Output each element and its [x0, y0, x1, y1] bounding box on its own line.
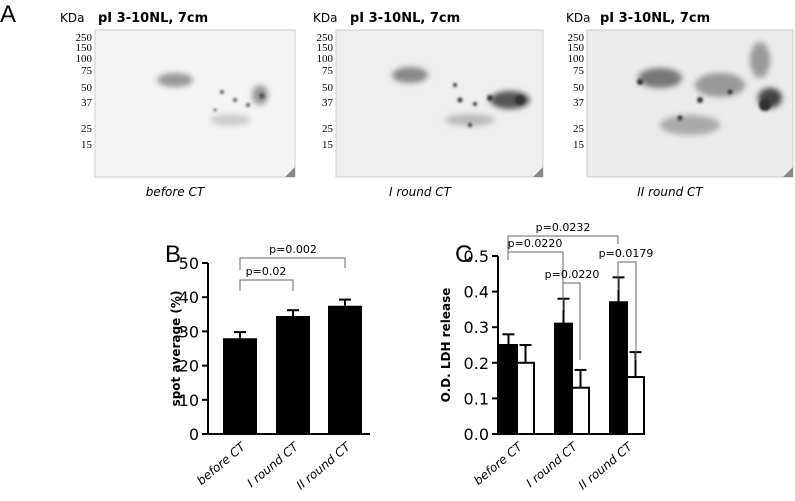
y-tick-label: 0.0	[464, 425, 489, 444]
significance-bracket	[507, 251, 564, 300]
y-axis-label: O.D. LDH release	[439, 288, 453, 403]
gel-unit: KDa	[60, 11, 84, 25]
marker-label: 250	[76, 32, 93, 44]
gel-caption: I round CT	[389, 185, 453, 199]
marker-label: 50	[573, 82, 585, 94]
gel-title: pI 3-10NL, 7cm	[600, 11, 710, 26]
x-tick-label: II round CT	[576, 439, 636, 493]
gel-corner	[533, 167, 543, 177]
gel-title: pI 3-10NL, 7cm	[350, 11, 460, 26]
marker-label: 100	[317, 53, 334, 65]
y-axis-label: spot average (%)	[169, 291, 183, 407]
marker-label: 250	[317, 32, 334, 44]
y-tick-label: 0	[189, 425, 199, 444]
panel-label: A	[0, 1, 16, 28]
significance-bracket	[239, 279, 294, 291]
y-tick-label: 0.1	[464, 389, 489, 408]
y-tick-label: 0.5	[464, 247, 489, 266]
marker-label: 75	[322, 65, 334, 77]
gel-corner	[783, 167, 793, 177]
y-tick-label: 30	[179, 322, 199, 341]
marker-label: 15	[573, 139, 585, 151]
marker-label: 25	[81, 123, 93, 135]
y-tick-label: 50	[179, 254, 199, 273]
bar	[499, 344, 518, 435]
marker-label: 150	[568, 42, 585, 54]
marker-label: 15	[81, 139, 93, 151]
gel-spots	[637, 79, 771, 121]
marker-label: 75	[573, 65, 585, 77]
y-tick-label: 0.3	[464, 318, 489, 337]
gel-images	[94, 29, 794, 178]
gel-spots	[453, 83, 525, 127]
p-value: p=0.0220	[508, 237, 563, 250]
y-tick-label: 0.2	[464, 354, 489, 373]
marker-label: 50	[322, 82, 334, 94]
gel-unit: KDa	[566, 11, 590, 25]
bar	[223, 338, 257, 434]
marker-label: 250	[568, 32, 585, 44]
error-bar	[502, 333, 515, 345]
significance-bracket	[617, 261, 637, 360]
significance-bracket	[239, 257, 346, 270]
y-tick-label: 20	[179, 357, 199, 376]
marker-label: 75	[81, 65, 93, 77]
marker-label: 150	[317, 42, 334, 54]
gel	[94, 29, 296, 178]
x-tick-label: before CT	[471, 439, 526, 488]
p-value: p=0.0179	[599, 247, 654, 260]
marker-label: 37	[81, 97, 93, 109]
marker-label: 15	[322, 139, 334, 151]
y-tick-label: 0.4	[464, 283, 489, 302]
x-tick-label: I round CT	[523, 439, 581, 491]
panel-label: B	[165, 241, 181, 268]
significance-bracket	[507, 235, 619, 252]
gel-title: pI 3-10NL, 7cm	[98, 11, 208, 26]
marker-label: 37	[573, 97, 585, 109]
marker-label: 50	[81, 82, 93, 94]
error-bar	[287, 309, 299, 317]
marker-label: 37	[322, 97, 334, 109]
marker-label: 150	[76, 42, 93, 54]
gel-smear	[638, 42, 782, 135]
p-value: p=0.002	[269, 243, 317, 256]
bar	[328, 305, 362, 434]
significance-bracket	[562, 282, 581, 360]
error-bar	[234, 331, 246, 339]
gel-smear	[157, 73, 268, 126]
x-tick-label: before CT	[194, 439, 249, 488]
y-tick-label: 40	[179, 288, 199, 307]
gel-spots	[213, 90, 265, 112]
x-tick-label: II round CT	[294, 439, 354, 493]
marker-label: 100	[568, 53, 585, 65]
bar	[609, 301, 628, 435]
error-bar	[574, 368, 587, 388]
gel-caption: before CT	[146, 185, 206, 199]
gel-unit: KDa	[313, 11, 337, 25]
p-value: p=0.02	[246, 265, 287, 278]
p-value: p=0.0220	[545, 268, 600, 281]
y-tick-label: 10	[179, 391, 199, 410]
panel-label: C	[455, 241, 472, 268]
error-bar	[339, 298, 351, 306]
p-value: p=0.0232	[536, 221, 591, 234]
marker-label: 100	[76, 53, 93, 65]
error-bar	[519, 344, 532, 363]
bar	[554, 322, 573, 436]
marker-label: 25	[573, 123, 585, 135]
marker-label: 25	[322, 123, 334, 135]
gel-caption: II round CT	[637, 185, 704, 199]
bar	[276, 316, 310, 434]
bar	[516, 361, 535, 435]
gel-corner	[285, 167, 295, 177]
bar	[626, 376, 645, 436]
bar	[571, 386, 590, 435]
